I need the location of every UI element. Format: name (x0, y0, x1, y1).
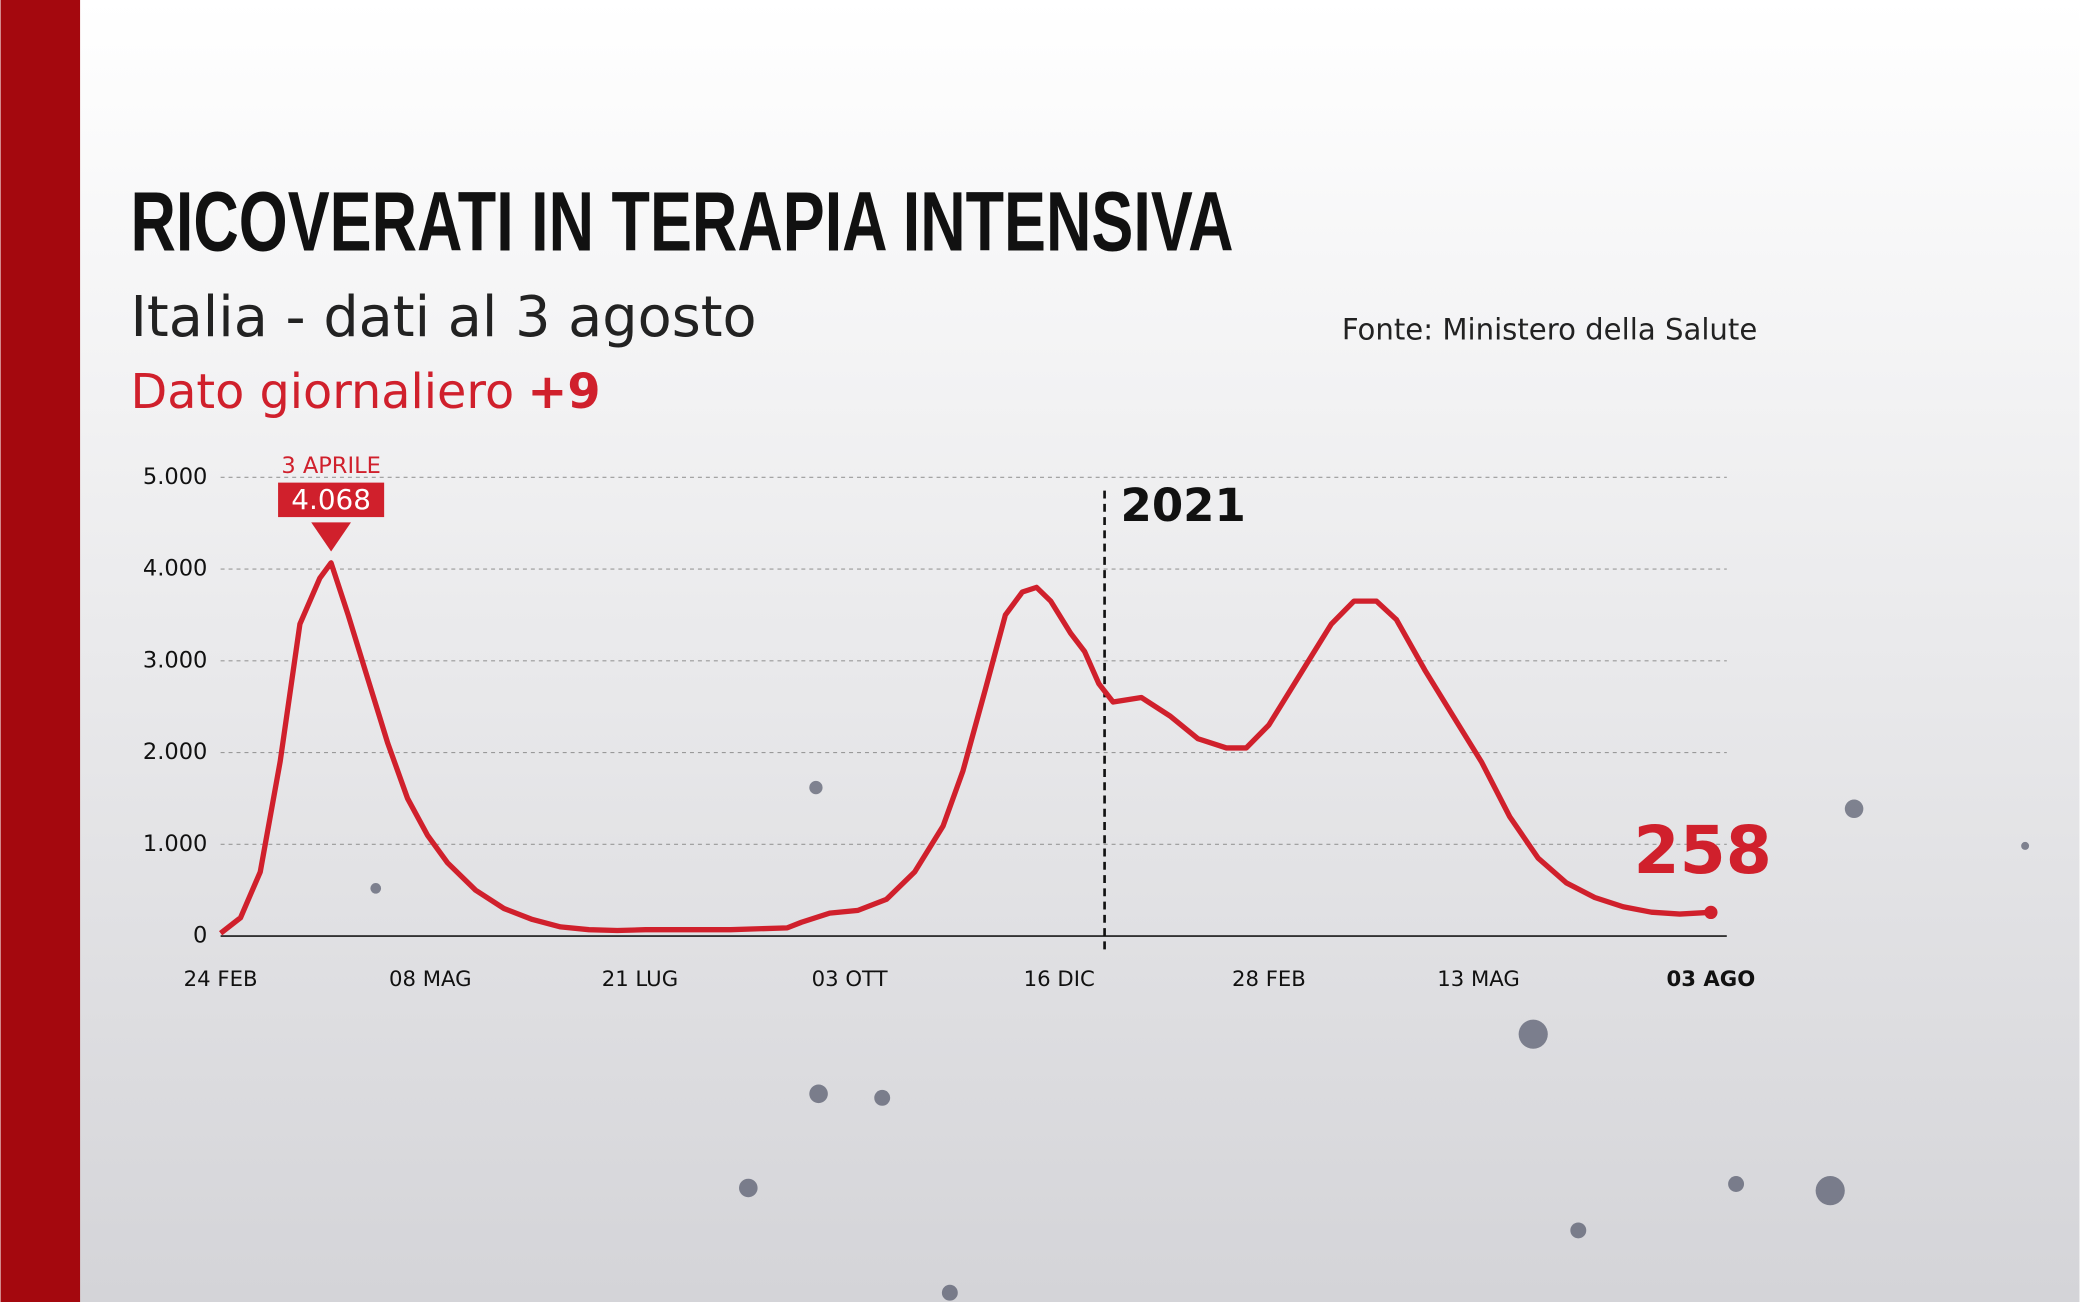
x-tick-label: 03 AGO (1667, 967, 1756, 992)
last-point (1704, 905, 1718, 920)
y-tick-label: 3.000 (143, 647, 207, 673)
daily-label: Dato giornaliero (130, 365, 514, 420)
year-label: 2021 (1120, 479, 1245, 532)
y-tick-label: 0 (193, 923, 207, 949)
last-value: 258 (1634, 811, 1772, 889)
source: Fonte: Ministero della Salute (1342, 312, 1757, 346)
peak-box (278, 482, 385, 518)
y-tick-label: 4.000 (143, 556, 207, 582)
y-tick-label: 5.000 (143, 464, 207, 490)
y-tick-label: 2.000 (143, 739, 207, 765)
x-tick-label: 24 FEB (184, 967, 258, 992)
x-tick-label: 13 MAG (1437, 967, 1520, 992)
x-tick-label: 21 LUG (602, 967, 678, 992)
daily-line: Dato giornaliero +9 (130, 365, 600, 420)
subtitle: Italia - dati al 3 agosto (130, 285, 756, 350)
peak-date: 3 APRILE (281, 453, 381, 479)
peak-arrow (311, 522, 351, 552)
decor-dots (370, 780, 2030, 1301)
daily-value: +9 (527, 365, 600, 420)
chart-title: RICOVERATI IN TERAPIA INTENSIVA (130, 173, 1233, 268)
x-tick-label: 28 FEB (1232, 967, 1306, 992)
x-tick-label: 03 OTT (812, 967, 889, 992)
x-tick-label: 08 MAG (389, 967, 472, 992)
x-tick-label: 16 DIC (1024, 967, 1095, 992)
line (218, 560, 1712, 936)
side-stripe (0, 0, 81, 1302)
peak-value: 4.068 (291, 483, 371, 516)
y-tick-label: 1.000 (143, 831, 207, 857)
